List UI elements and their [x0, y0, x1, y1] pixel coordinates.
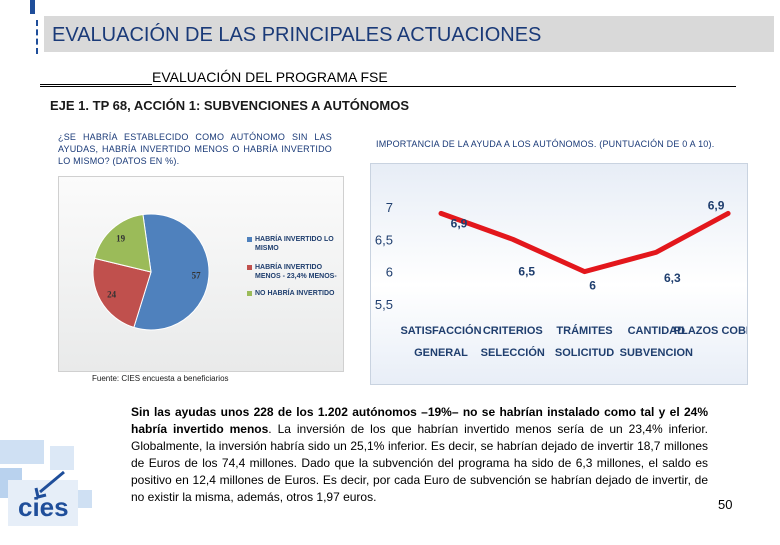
body-rest: . La inversión de los que habrían invert… — [131, 422, 708, 504]
line-x-tick: SATISFACCIÓN — [400, 324, 481, 337]
pie-chart-panel: 57 24 19 HABRÍA INVERTIDO LO MISMO HABRÍA I… — [58, 176, 344, 372]
body-lead-bold: Sin las ayudas unos 228 de los 1.202 aut… — [131, 405, 708, 436]
pie-question: ¿SE HABRÍA ESTABLECIDO COMO AUTÓNOMO SIN… — [58, 132, 332, 166]
logo-text: cies — [18, 492, 69, 522]
line-y-tick: 5,5 — [375, 297, 393, 312]
line-data-label: 6,3 — [664, 271, 681, 285]
cies-logo: cies — [0, 440, 120, 540]
line-data-label: 6,5 — [518, 264, 535, 278]
line-series — [438, 210, 731, 275]
body-paragraph: Sin las ayudas unos 228 de los 1.202 aut… — [131, 404, 708, 506]
program-title-rule-left — [40, 68, 152, 85]
line-x-tick: SOLICITUD — [555, 347, 614, 359]
line-data-label: 6,9 — [708, 198, 725, 212]
line-x-tick: PLAZOS COBRO — [674, 325, 747, 337]
line-x-tick: CRITERIOS — [483, 325, 543, 337]
line-data-label: 6,9 — [451, 216, 468, 230]
line-y-tick: 7 — [386, 200, 393, 215]
program-title-row: EVALUACIÓN DEL PROGRAMA FSE — [40, 68, 736, 87]
line-data-label: 6 — [589, 279, 596, 293]
pie-data-label: 24 — [107, 289, 117, 299]
header-bar — [44, 16, 774, 52]
pie-slice — [92, 257, 152, 329]
pie-data-label: 19 — [116, 233, 126, 243]
line-x-tick: SELECCIÓN — [481, 346, 545, 359]
pie-slice — [133, 213, 210, 331]
source-note: Fuente: CIES encuesta a beneficiarios — [92, 374, 229, 383]
pie-slice — [94, 213, 152, 273]
pie-data-label: 57 — [192, 271, 202, 281]
page-title: EVALUACIÓN DE LAS PRINCIPALES ACTUACIONE… — [52, 24, 542, 46]
line-y-tick: 6,5 — [375, 232, 393, 247]
pie-legend-label: NO HABRÍA INVERTIDO — [255, 290, 335, 297]
header-divider — [36, 20, 42, 54]
line-x-tick: GENERAL — [414, 347, 468, 359]
header-accent — [30, 0, 35, 14]
line-question: IMPORTANCIA DE LA AYUDA A LOS AUTÓNOMOS.… — [376, 139, 715, 149]
axis-title: EJE 1. TP 68, ACCIÓN 1: SUBVENCIONES A A… — [50, 98, 410, 113]
pie-legend-label: HABRÍA INVERTIDO MENOS - 23,4% MENOS- — [255, 264, 337, 280]
cies-logo-graphic: cies — [0, 440, 92, 526]
pie-legend-swatch — [247, 237, 252, 242]
page-number: 50 — [718, 497, 733, 512]
line-x-tick: SUBVENCION — [620, 347, 693, 359]
line-chart-panel: 7 6,5 6 5,5 6,9 6,5 6 6,3 6,9 SATISFACCIÓN GENERAL… — [370, 163, 763, 385]
pie-legend-label: HABRÍA INVERTIDO LO MISMO — [255, 236, 334, 252]
pie-legend-swatch — [247, 291, 252, 296]
line-x-tick: TRÁMITES — [556, 324, 612, 337]
program-title: EVALUACIÓN DEL PROGRAMA FSE — [152, 69, 388, 85]
pie-legend-swatch — [247, 265, 252, 270]
line-chart: 7 6,5 6 5,5 6,9 6,5 6 6,3 6,9 SATISFACCIÓN GENERAL… — [375, 198, 763, 359]
line-y-tick: 6 — [386, 265, 393, 280]
pie-chart: 57 24 19 — [92, 213, 210, 331]
line-x-tick: CANTIDAD — [628, 325, 685, 337]
